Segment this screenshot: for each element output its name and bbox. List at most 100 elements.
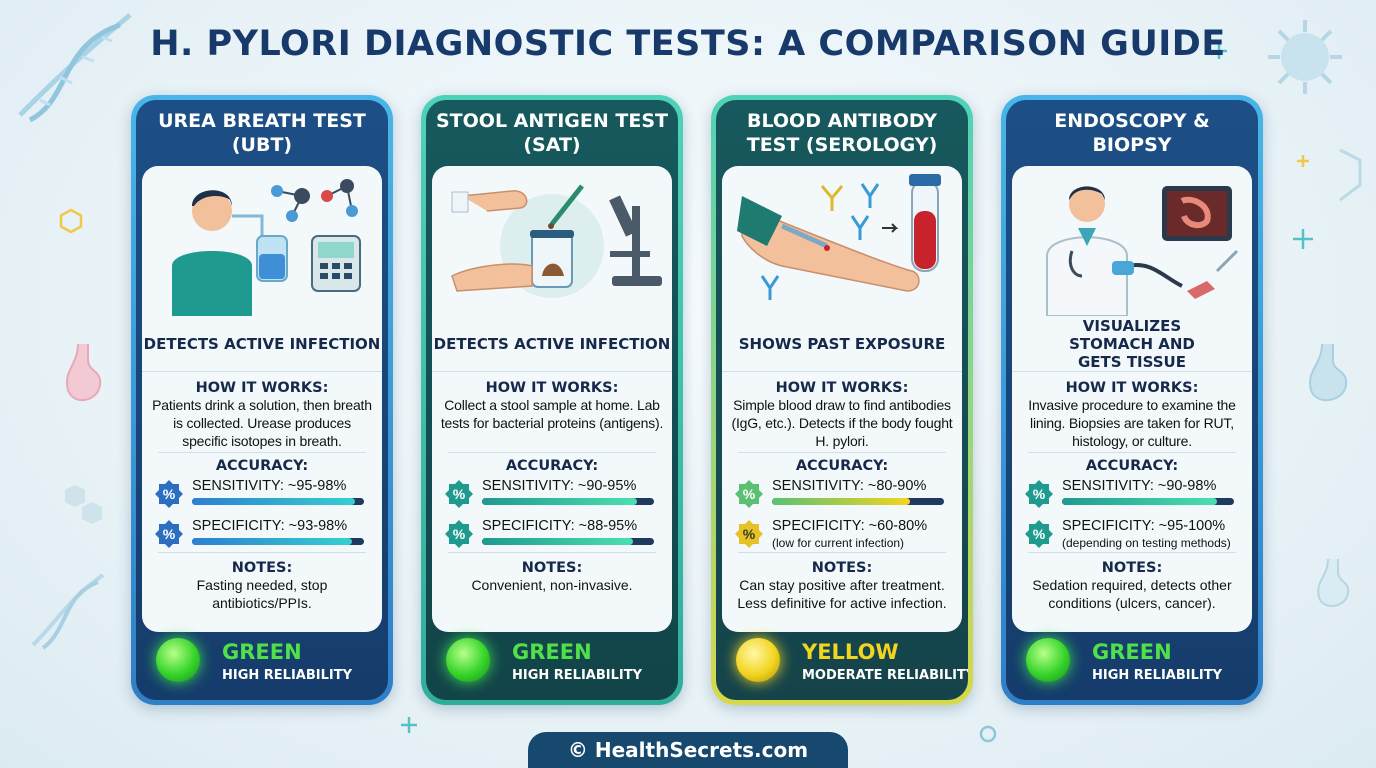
notes-text: Can stay positive after treatment. Less …: [737, 577, 947, 611]
percent-icon: %: [734, 479, 764, 509]
divider: [448, 552, 656, 553]
sensitivity-bar: [1062, 498, 1234, 505]
specificity-bar: [192, 538, 364, 545]
specificity-metric: % SPECIFICITY: ~95-100% (depending on te…: [1022, 516, 1242, 554]
footer-credit: © HealthSecrets.com: [528, 732, 848, 768]
reliability-color: GREEN: [222, 640, 302, 664]
how-it-works-text: Invasive procedure to examine the lining…: [1028, 397, 1236, 449]
card-tagline: DETECTS ACTIVE INFECTION: [142, 316, 382, 372]
green-status-light-icon: [1026, 638, 1070, 682]
card-title: STOOL ANTIGEN TEST (SAT): [436, 110, 668, 156]
reliability-label: MODERATE RELIABILITY: [802, 668, 968, 683]
sparkle-icon: [1211, 43, 1227, 59]
specificity-label: SPECIFICITY: ~95-100%: [1062, 518, 1226, 534]
patient-breath-test-illustration: [142, 166, 382, 316]
notes-heading: NOTES:: [231, 560, 293, 576]
specificity-label: SPECIFICITY: ~88-95%: [482, 518, 638, 534]
blood-draw-antibodies-illustration: [722, 166, 962, 316]
sensitivity-label: SENSITIVITY: ~90-98%: [1062, 478, 1217, 494]
notes-text: Convenient, non-invasive.: [471, 577, 633, 593]
reliability-footer: GREEN HIGH RELIABILITY: [1006, 624, 1258, 700]
divider: [158, 452, 366, 453]
stool-sample-microscope-illustration: [432, 166, 672, 316]
specificity-metric: % SPECIFICITY: ~88-95%: [442, 516, 662, 554]
card-tagline: DETECTS ACTIVE INFECTION: [432, 316, 672, 372]
divider: [1028, 452, 1236, 453]
specificity-bar-fill: [482, 538, 634, 545]
sensitivity-metric: % SENSITIVITY: ~80-90%: [732, 476, 952, 514]
percent-icon: %: [1024, 479, 1054, 509]
sensitivity-bar-fill: [1062, 498, 1217, 505]
notes-heading: NOTES:: [1101, 560, 1163, 576]
accuracy-heading: ACCURACY:: [795, 458, 889, 474]
card-tagline: VISUALIZES STOMACH AND GETS TISSUE: [1012, 316, 1252, 372]
sensitivity-bar-fill: [192, 498, 356, 505]
specificity-note: (depending on testing methods): [1062, 536, 1231, 550]
percent-icon: %: [444, 519, 474, 549]
sensitivity-metric: % SENSITIVITY: ~95-98%: [152, 476, 372, 514]
stomach-icon: [65, 343, 102, 401]
how-it-works-text: Collect a stool sample at home. Lab test…: [440, 397, 664, 431]
notes-heading: NOTES:: [811, 560, 873, 576]
reliability-label: HIGH RELIABILITY: [512, 668, 643, 683]
doctor-endoscopy-illustration: [1012, 166, 1252, 316]
page-title: H. PYLORI DIAGNOSTIC TESTS: A COMPARISON…: [150, 24, 1226, 64]
divider: [448, 452, 656, 453]
green-status-light-icon: [446, 638, 490, 682]
how-it-works-heading: HOW IT WORKS:: [1065, 380, 1199, 396]
sensitivity-bar-fill: [772, 498, 910, 505]
green-status-light-icon: [156, 638, 200, 682]
percent-icon: %: [154, 479, 184, 509]
card-title: UREA BREATH TEST (UBT): [158, 110, 366, 156]
dna-icon: [18, 13, 132, 123]
notes-text: Sedation required, detects other conditi…: [1032, 577, 1232, 611]
reliability-footer: GREEN HIGH RELIABILITY: [136, 624, 388, 700]
how-it-works-heading: HOW IT WORKS:: [485, 380, 619, 396]
how-it-works-text: Patients drink a solution, then breath i…: [152, 397, 372, 449]
reliability-footer: GREEN HIGH RELIABILITY: [426, 624, 678, 700]
card-urea-breath-test: UREA BREATH TEST (UBT) DE: [131, 95, 393, 705]
specificity-label: SPECIFICITY: ~60-80%: [772, 518, 928, 534]
hexagons-icon: [65, 485, 102, 524]
percent-icon: %: [734, 519, 764, 549]
how-it-works-heading: HOW IT WORKS:: [775, 380, 909, 396]
reliability-color: YELLOW: [802, 640, 899, 664]
sensitivity-bar: [192, 498, 364, 505]
sensitivity-metric: % SENSITIVITY: ~90-98%: [1022, 476, 1242, 514]
percent-icon: %: [444, 479, 474, 509]
sensitivity-bar-fill: [482, 498, 637, 505]
notes-text: Fasting needed, stop antibiotics/PPIs.: [196, 577, 328, 611]
card-endoscopy-biopsy: ENDOSCOPY & BIOPSY VISUAL: [1001, 95, 1263, 705]
ring-icon: [979, 725, 997, 743]
reliability-footer: YELLOW MODERATE RELIABILITY: [716, 624, 968, 700]
card-tagline: SHOWS PAST EXPOSURE: [722, 316, 962, 372]
sensitivity-bar: [772, 498, 944, 505]
card-title: BLOOD ANTIBODY TEST (SEROLOGY): [746, 110, 938, 156]
sensitivity-label: SENSITIVITY: ~95-98%: [192, 478, 347, 494]
specificity-bar-fill: [192, 538, 352, 545]
accuracy-heading: ACCURACY:: [1085, 458, 1179, 474]
sensitivity-bar: [482, 498, 654, 505]
sensitivity-label: SENSITIVITY: ~90-95%: [482, 478, 637, 494]
stomach-icon-small: [1317, 558, 1350, 607]
accuracy-heading: ACCURACY:: [215, 458, 309, 474]
sensitivity-label: SENSITIVITY: ~80-90%: [772, 478, 927, 494]
percent-icon: %: [1024, 519, 1054, 549]
card-title: ENDOSCOPY & BIOPSY: [1054, 110, 1210, 156]
card-stool-antigen-test: STOOL ANTIGEN TEST (SAT) DETECTS ACTIVE …: [421, 95, 683, 705]
dna-icon-left: [31, 573, 105, 650]
card-blood-antibody-test: BLOOD ANTIBODY TEST (SEROLOGY) SHOWS PAS…: [711, 95, 973, 705]
molecule-icon: [1339, 148, 1362, 202]
how-it-works-heading: HOW IT WORKS:: [195, 380, 329, 396]
percent-icon: %: [154, 519, 184, 549]
yellow-status-light-icon: [736, 638, 780, 682]
specificity-label: SPECIFICITY: ~93-98%: [192, 518, 348, 534]
specificity-bar: [482, 538, 654, 545]
sensitivity-metric: % SENSITIVITY: ~90-95%: [442, 476, 662, 514]
sparkle-icon: [401, 717, 417, 733]
reliability-color: GREEN: [512, 640, 592, 664]
reliability-color: GREEN: [1092, 640, 1172, 664]
specificity-note: (low for current infection): [772, 536, 905, 550]
reliability-label: HIGH RELIABILITY: [222, 668, 353, 683]
reliability-label: HIGH RELIABILITY: [1092, 668, 1223, 683]
